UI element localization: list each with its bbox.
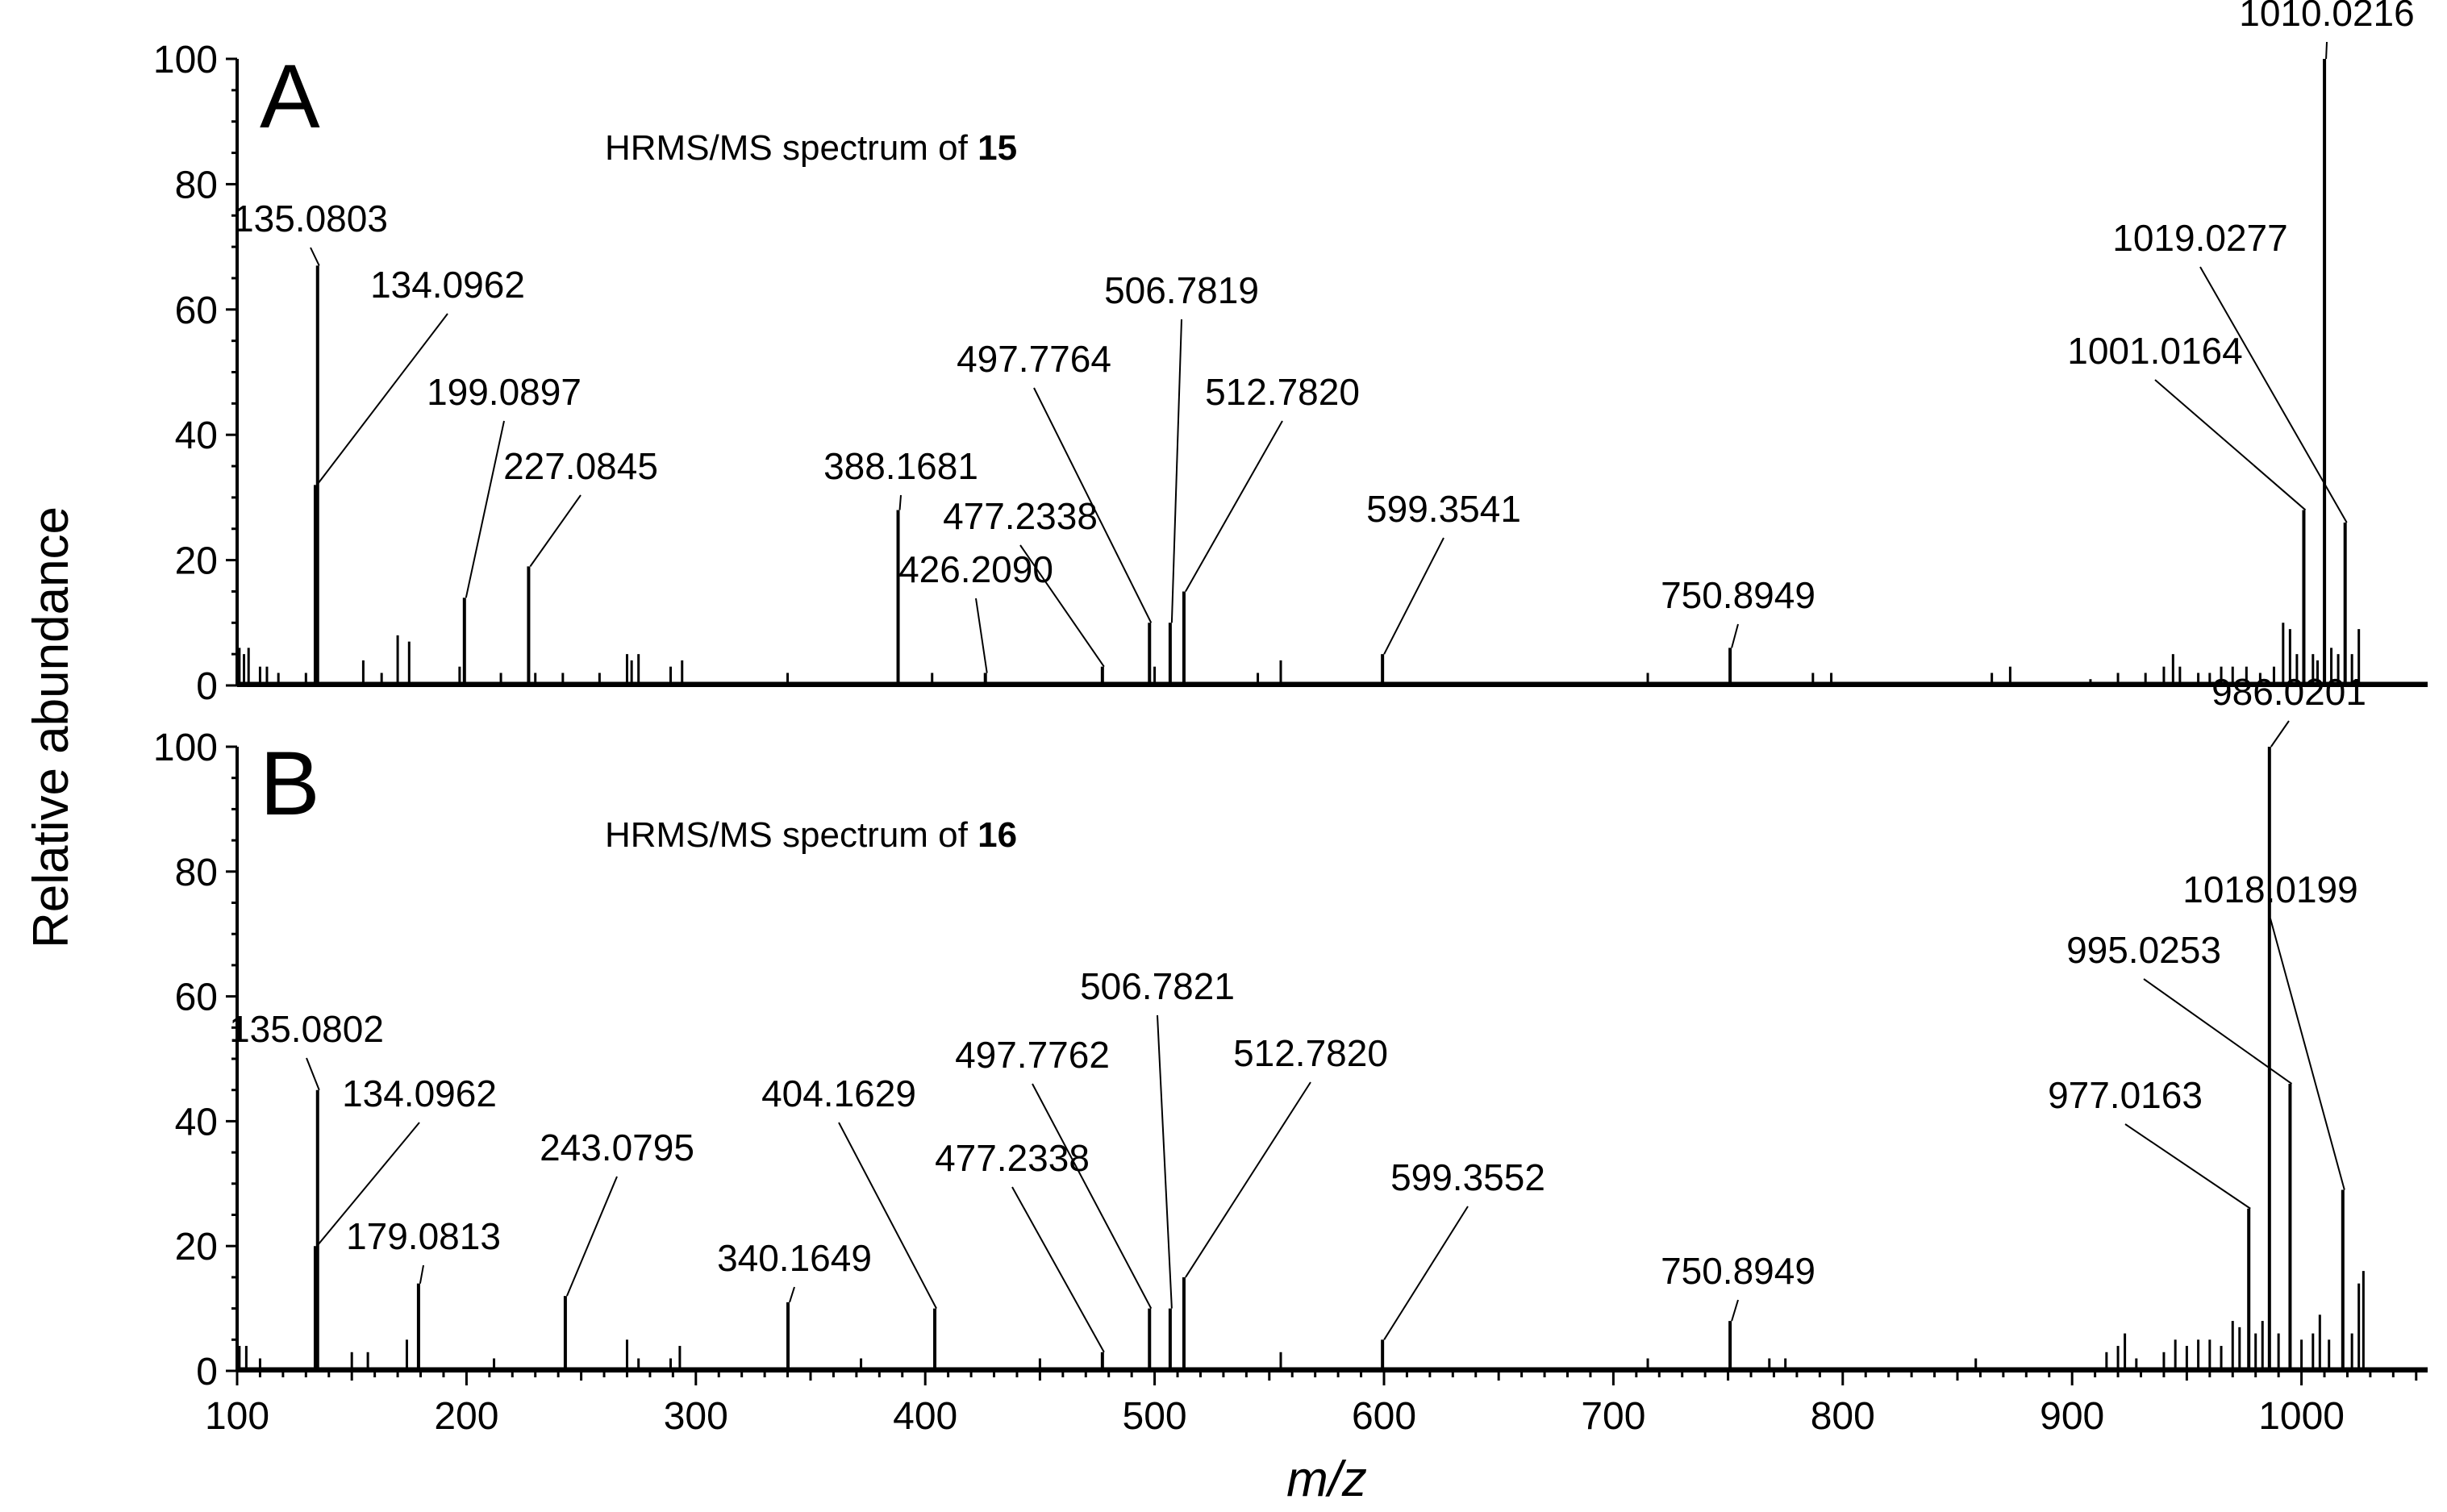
- x-axis: 100 200 300 400 500 600 700 800 900 1000: [205, 1371, 2418, 1438]
- y-tick-label: 100: [153, 39, 218, 81]
- peak-label: 1010.0216: [2239, 0, 2414, 34]
- peak-leader-line: [1170, 319, 1182, 623]
- peak-leader-line: [2199, 266, 2348, 523]
- x-axis-title: m/z: [1286, 1452, 1367, 1507]
- peak-leader-line: [1383, 537, 1444, 655]
- peak-label: 477.2338: [935, 1137, 1090, 1179]
- peak-label: 388.1681: [823, 445, 978, 487]
- peak-leader-line: [2270, 918, 2345, 1190]
- y-tick-label: 0: [196, 1351, 218, 1393]
- peak-label: 340.1649: [717, 1237, 872, 1279]
- y-tick-label: 80: [175, 852, 218, 894]
- y-tick-label: 20: [175, 540, 218, 583]
- peak-leader-line: [1383, 1206, 1469, 1340]
- peak-label: 497.7762: [955, 1034, 1110, 1076]
- peak-leader-line: [465, 420, 505, 598]
- spectrum-subtitle: HRMS/MS spectrum of 15: [605, 128, 1017, 168]
- compound-number: 15: [978, 128, 1017, 168]
- x-tick-label: 600: [1352, 1395, 1416, 1438]
- y-tick-label: 20: [175, 1226, 218, 1268]
- panel-letter: A: [260, 46, 320, 147]
- peak-label: 426.2090: [898, 548, 1053, 590]
- peak-leader-line: [1019, 544, 1105, 668]
- peak-label: 750.8949: [1661, 574, 1815, 616]
- peak-leader-line: [2154, 379, 2307, 511]
- peak-label: 1018.0199: [2182, 868, 2357, 910]
- y-tick-label: 40: [175, 1101, 218, 1143]
- peak-label: 512.7820: [1233, 1032, 1388, 1074]
- peak-leader-line: [316, 313, 448, 485]
- panel-letter: B: [260, 733, 320, 834]
- peak-leader-line: [1731, 1299, 1739, 1322]
- peak-leader-line: [2325, 41, 2328, 60]
- peak-leader-line: [975, 598, 988, 673]
- peak-label: 512.7820: [1205, 371, 1360, 413]
- peak-leader-line: [565, 1176, 618, 1297]
- peak-label: 227.0845: [503, 445, 658, 487]
- peak-leader-line: [419, 1264, 424, 1284]
- panel-a-spectrum: 0 20 40 60 80 100 A HRMS/MS spectrum of 15 134.0…: [153, 0, 2428, 708]
- x-tick-label: 100: [205, 1395, 269, 1438]
- peak-label: 243.0795: [540, 1127, 694, 1168]
- compound-number: 16: [978, 815, 1017, 855]
- x-tick-label: 800: [1811, 1395, 1875, 1438]
- x-tick-label: 500: [1123, 1395, 1187, 1438]
- x-tick-label: 400: [893, 1395, 957, 1438]
- peak-label: 497.7764: [957, 338, 1111, 380]
- peak-leader-line: [1185, 420, 1283, 592]
- peak-label: 995.0253: [2066, 929, 2221, 971]
- peak-label: 179.0813: [346, 1215, 501, 1257]
- peak-label: 986.0201: [2211, 671, 2366, 713]
- peak-leader-line: [529, 494, 582, 567]
- x-tick-label: 900: [2040, 1395, 2104, 1438]
- peak-leader-line: [1731, 623, 1739, 648]
- peak-leader-line: [2143, 978, 2293, 1085]
- y-tick-label: 100: [153, 727, 218, 769]
- peak-label: 506.7819: [1104, 269, 1259, 311]
- peak-leader-line: [838, 1122, 937, 1310]
- peak-leader-line: [310, 247, 320, 266]
- x-tick-label: 700: [1581, 1395, 1645, 1438]
- peak-leader-line: [898, 494, 902, 510]
- subtitle-text: HRMS/MS spectrum of: [605, 815, 978, 855]
- peak-label: 1019.0277: [2112, 217, 2287, 259]
- panel-b-spectrum: 0 20 40 60 80 100 B HRMS/MS spectrum of 16 134.0…: [153, 671, 2428, 1393]
- peak-leader-line: [2124, 1123, 2251, 1210]
- peak-leader-line: [1011, 1186, 1105, 1353]
- peak-label: 750.8949: [1661, 1250, 1815, 1292]
- peak-leader-line: [306, 1057, 320, 1091]
- peak-label: 134.0962: [370, 264, 525, 306]
- peak-leader-line: [1185, 1081, 1311, 1278]
- y-tick-label: 0: [196, 665, 218, 708]
- peak-leader-line: [1032, 1083, 1153, 1310]
- peak-leader-line: [1033, 387, 1153, 623]
- peak-leader-line: [2270, 720, 2290, 748]
- peak-label: 599.3552: [1390, 1156, 1545, 1198]
- peak-label: 599.3541: [1366, 488, 1521, 530]
- subtitle-text: HRMS/MS spectrum of: [605, 128, 978, 168]
- y-tick-label: 60: [175, 977, 218, 1019]
- y-axis-title: Relative abundance: [23, 506, 79, 948]
- y-tick-label: 60: [175, 289, 218, 332]
- peak-label: 977.0163: [2048, 1074, 2203, 1116]
- peak-leader-line: [1157, 1014, 1173, 1309]
- spectrum-subtitle: HRMS/MS spectrum of 16: [605, 815, 1017, 855]
- peak-label: 135.0803: [233, 198, 388, 240]
- y-tick-label: 40: [175, 414, 218, 457]
- peak-label: 1001.0164: [2067, 330, 2242, 372]
- x-tick-label: 1000: [2258, 1395, 2345, 1438]
- x-tick-label: 300: [664, 1395, 728, 1438]
- peak-label: 477.2338: [943, 495, 1098, 537]
- y-tick-label: 80: [175, 164, 218, 206]
- peak-label: 135.0802: [229, 1008, 384, 1050]
- peak-label: 134.0962: [342, 1073, 497, 1114]
- x-tick-label: 200: [434, 1395, 498, 1438]
- peak-label: 506.7821: [1080, 965, 1235, 1007]
- peak-label: 404.1629: [761, 1073, 916, 1114]
- peak-leader-line: [789, 1286, 795, 1303]
- peak-leader-line: [316, 1122, 420, 1247]
- peak-label: 199.0897: [427, 371, 582, 413]
